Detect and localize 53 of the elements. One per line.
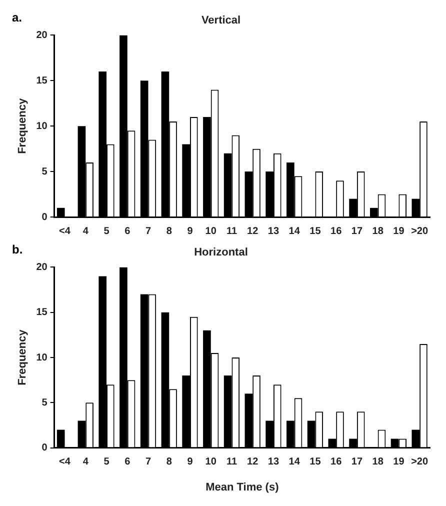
text: a.: [12, 10, 22, 24]
x-tick-label: 8: [166, 226, 172, 237]
y-tick-label: 10: [36, 120, 48, 132]
x-tick-label: 16: [330, 226, 342, 237]
x-tick-label: 18: [372, 226, 384, 237]
x-tick-label: >20: [411, 456, 428, 468]
x-tick-label: 11: [226, 226, 238, 237]
x-tick-label: 4: [82, 226, 89, 237]
x-tick-label: 12: [247, 456, 259, 468]
x-tick-label: 14: [288, 456, 300, 468]
x-tick-label: 11: [226, 456, 238, 468]
y-tick-label: 20: [36, 30, 48, 41]
x-tick-label: 12: [247, 226, 259, 237]
x-tick-label: 13: [268, 226, 280, 237]
text: b.: [12, 242, 23, 256]
x-tick-label: 16: [330, 456, 342, 468]
x-tick-label: >20: [411, 226, 428, 237]
x-axis-title: Mean Time (s): [206, 481, 280, 494]
y-tick-label: 15: [36, 307, 48, 318]
x-tick-label: <4: [59, 456, 71, 468]
x-tick-label: 9: [187, 226, 194, 237]
x-tick-label: 17: [351, 456, 363, 468]
x-tick-label: 10: [205, 456, 217, 468]
chart-title: Vertical: [201, 14, 241, 27]
x-tick-label: 4: [82, 456, 89, 468]
x-tick-label: 19: [393, 226, 405, 237]
y-tick-label: 5: [42, 166, 48, 178]
x-tick-label: 5: [104, 456, 110, 468]
x-tick-label: 17: [351, 226, 363, 237]
x-tick-label: 7: [145, 456, 152, 468]
x-tick-label: 10: [205, 226, 217, 237]
x-tick-label: <4: [59, 226, 71, 237]
y-tick-label: 15: [36, 75, 48, 86]
y-axis-title: Frequency: [16, 328, 29, 386]
y-tick-label: 10: [36, 352, 48, 364]
x-tick-label: 13: [268, 456, 280, 468]
x-tick-label: 9: [187, 456, 194, 468]
y-tick-label: 5: [42, 397, 48, 408]
x-tick-label: 19: [393, 456, 405, 468]
chart-title: Horizontal: [194, 246, 248, 259]
x-tick-label: 15: [310, 456, 322, 468]
y-axis-title: Frequency: [16, 97, 29, 154]
y-tick-label: 0: [42, 442, 48, 454]
x-tick-label: 7: [145, 226, 152, 237]
y-tick-label: 0: [42, 212, 48, 223]
x-tick-label: 18: [372, 456, 384, 468]
x-tick-label: 6: [124, 456, 131, 468]
x-tick-label: 15: [310, 226, 322, 237]
y-tick-label: 20: [36, 262, 48, 273]
x-tick-label: 6: [124, 226, 131, 237]
x-tick-label: 5: [104, 226, 110, 237]
x-tick-label: 8: [166, 456, 172, 468]
x-tick-label: 14: [288, 226, 300, 237]
